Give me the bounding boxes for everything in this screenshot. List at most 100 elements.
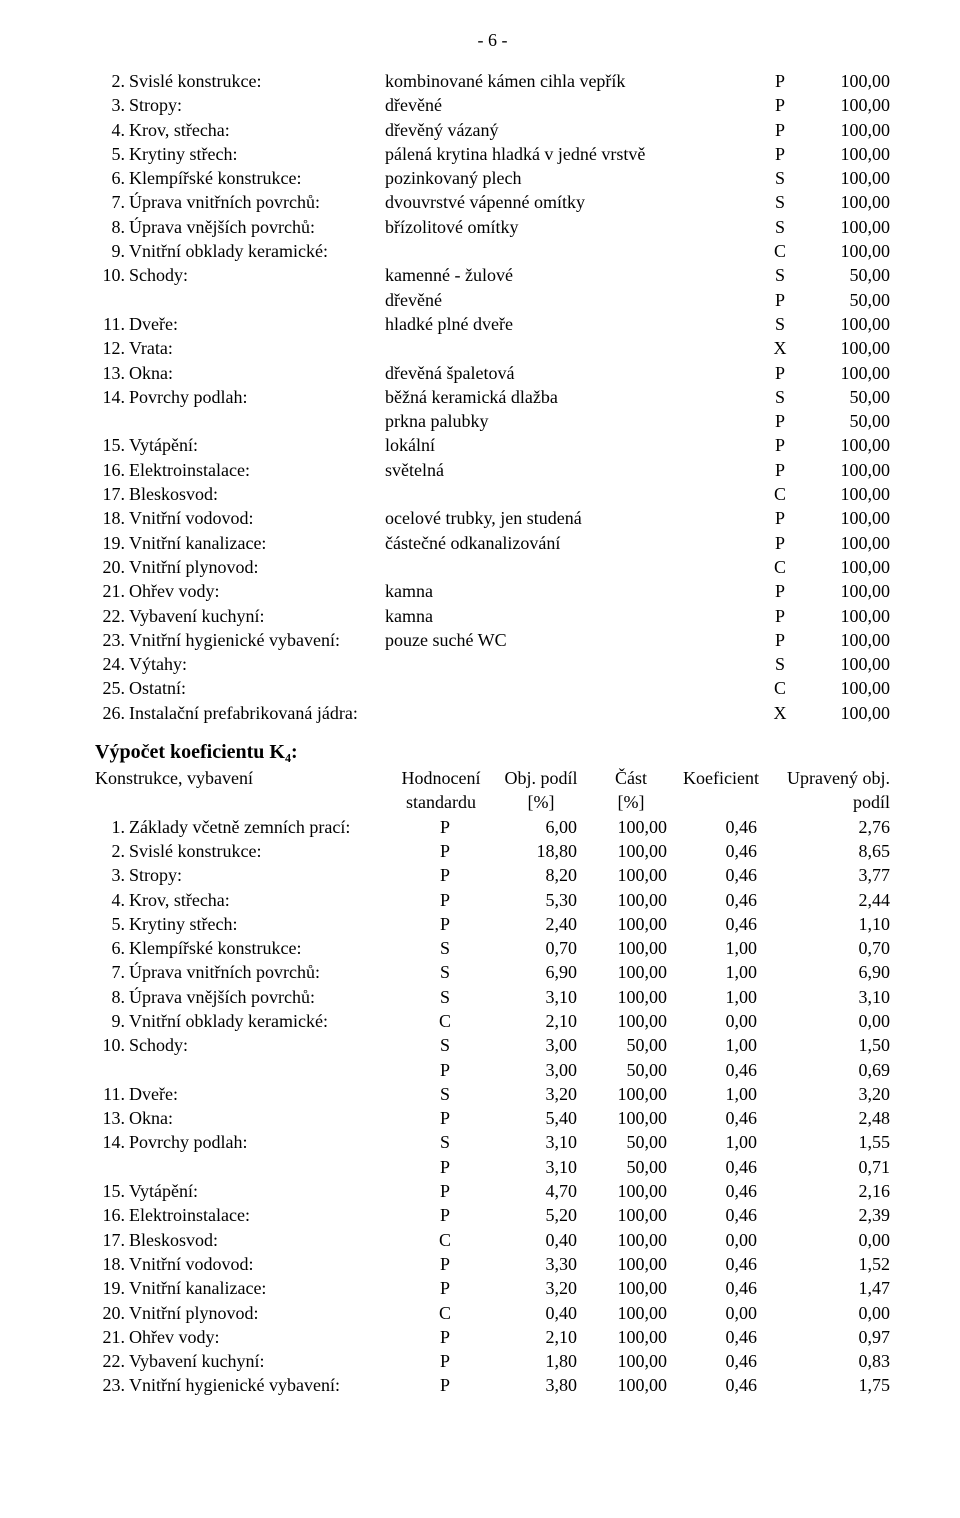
row-label: Krov, střecha: <box>125 118 379 142</box>
k4-row-objpodil: 0,70 <box>495 936 595 960</box>
row-number: 5. <box>95 142 125 166</box>
table-row: 8.Úprava vnějších povrchů:břízolitové om… <box>95 215 890 239</box>
table-row: 21.Ohřev vody:kamnaP100,00 <box>95 579 890 603</box>
k4-row-objpodil: 3,00 <box>495 1033 595 1057</box>
k4-row-upraveny: 0,97 <box>775 1325 890 1349</box>
k4-row-label: Vybavení kuchyní: <box>125 1349 395 1373</box>
hdr-upraveny-sub: podíl <box>771 790 890 814</box>
k4-row-upraveny: 8,65 <box>775 839 890 863</box>
k4-row-cast: 100,00 <box>595 888 675 912</box>
row-number: 14. <box>95 385 125 409</box>
k4-row-upraveny: 1,55 <box>775 1130 890 1154</box>
k4-row: 5.Krytiny střech:P2,40100,000,461,10 <box>95 912 890 936</box>
row-code: S <box>760 263 800 287</box>
row-description: dvouvrstvé vápenné omítky <box>379 190 760 214</box>
k4-row: 20.Vnitřní plynovod:C0,40100,000,000,00 <box>95 1301 890 1325</box>
k4-row-eval: P <box>395 839 495 863</box>
hdr-cast: Část <box>591 766 671 790</box>
k4-row-number: 20. <box>95 1301 125 1325</box>
k4-row: 15.Vytápění:P4,70100,000,462,16 <box>95 1179 890 1203</box>
k4-row-upraveny: 3,20 <box>775 1082 890 1106</box>
k4-row-number: 13. <box>95 1106 125 1130</box>
k4-row-number: 6. <box>95 936 125 960</box>
k4-row: 7.Úprava vnitřních povrchů:S6,90100,001,… <box>95 960 890 984</box>
row-description: světelná <box>379 458 760 482</box>
k4-row-label: Povrchy podlah: <box>125 1130 395 1154</box>
k4-row-label: Úprava vnějších povrchů: <box>125 985 395 1009</box>
row-value: 100,00 <box>800 458 890 482</box>
k4-row: 6.Klempířské konstrukce:S0,70100,001,000… <box>95 936 890 960</box>
k4-row-cast: 50,00 <box>595 1155 675 1179</box>
k4-row-eval: S <box>395 960 495 984</box>
row-label: Vrata: <box>125 336 379 360</box>
k4-row-number: 9. <box>95 1009 125 1033</box>
row-description: pozinkovaný plech <box>379 166 760 190</box>
k4-row-cast: 100,00 <box>595 1009 675 1033</box>
k4-row-number: 22. <box>95 1349 125 1373</box>
table-row: 10.Schody:kamenné - žulovéS50,00 <box>95 263 890 287</box>
row-value: 100,00 <box>800 215 890 239</box>
k4-row: P3,1050,000,460,71 <box>95 1155 890 1179</box>
k4-row-label: Základy včetně zemních prací: <box>125 815 395 839</box>
k4-row-koef: 1,00 <box>675 936 775 960</box>
row-number: 24. <box>95 652 125 676</box>
row-label: Vnitřní hygienické vybavení: <box>125 628 379 652</box>
row-number: 2. <box>95 69 125 93</box>
k4-row-upraveny: 0,71 <box>775 1155 890 1179</box>
k4-row-cast: 100,00 <box>595 912 675 936</box>
table-row: 26.Instalační prefabrikovaná jádra:X100,… <box>95 701 890 725</box>
k4-row-eval: P <box>395 1373 495 1397</box>
k4-row-upraveny: 1,52 <box>775 1252 890 1276</box>
row-value: 100,00 <box>800 482 890 506</box>
table-row: 3.Stropy:dřevěnéP100,00 <box>95 93 890 117</box>
row-code: P <box>760 118 800 142</box>
row-code: P <box>760 69 800 93</box>
k4-row-koef: 0,46 <box>675 839 775 863</box>
row-value: 100,00 <box>800 93 890 117</box>
k4-row-objpodil: 3,20 <box>495 1276 595 1300</box>
row-number: 4. <box>95 118 125 142</box>
k4-row-eval: S <box>395 936 495 960</box>
k4-row-koef: 0,46 <box>675 1349 775 1373</box>
row-description: pálená krytina hladká v jedné vrstvě <box>379 142 760 166</box>
row-description: kamna <box>379 604 760 628</box>
k4-row: 9.Vnitřní obklady keramické:C2,10100,000… <box>95 1009 890 1033</box>
row-code: P <box>760 579 800 603</box>
k4-row-upraveny: 1,75 <box>775 1373 890 1397</box>
k4-row: 16.Elektroinstalace:P5,20100,000,462,39 <box>95 1203 890 1227</box>
k4-row-objpodil: 6,90 <box>495 960 595 984</box>
row-code: P <box>760 409 800 433</box>
k4-row-koef: 0,00 <box>675 1228 775 1252</box>
k4-row-eval: P <box>395 1349 495 1373</box>
k4-row-number: 10. <box>95 1033 125 1057</box>
k4-row-label: Vnitřní hygienické vybavení: <box>125 1373 395 1397</box>
k4-row-label: Krytiny střech: <box>125 912 395 936</box>
row-label: Ostatní: <box>125 676 379 700</box>
k4-row-label: Vnitřní obklady keramické: <box>125 1009 395 1033</box>
k4-row-label: Elektroinstalace: <box>125 1203 395 1227</box>
row-value: 100,00 <box>800 604 890 628</box>
k4-row-label: Stropy: <box>125 863 395 887</box>
row-code: X <box>760 701 800 725</box>
row-number: 13. <box>95 361 125 385</box>
row-value: 100,00 <box>800 531 890 555</box>
k4-row-upraveny: 2,39 <box>775 1203 890 1227</box>
k4-row-objpodil: 3,10 <box>495 1155 595 1179</box>
row-description: hladké plné dveře <box>379 312 760 336</box>
table-row: 11.Dveře:hladké plné dveřeS100,00 <box>95 312 890 336</box>
row-description: dřevěné <box>379 93 760 117</box>
k4-row-number: 1. <box>95 815 125 839</box>
row-value: 100,00 <box>800 336 890 360</box>
row-label: Elektroinstalace: <box>125 458 379 482</box>
k4-row-objpodil: 2,10 <box>495 1325 595 1349</box>
row-code: P <box>760 361 800 385</box>
k4-row: 22.Vybavení kuchyní:P1,80100,000,460,83 <box>95 1349 890 1373</box>
hdr-koef: Koeficient <box>671 766 771 790</box>
k4-row-upraveny: 1,50 <box>775 1033 890 1057</box>
k4-row-label: Ohřev vody: <box>125 1325 395 1349</box>
row-number: 22. <box>95 604 125 628</box>
k4-row-cast: 100,00 <box>595 985 675 1009</box>
row-number: 18. <box>95 506 125 530</box>
row-code: P <box>760 458 800 482</box>
row-code: P <box>760 628 800 652</box>
